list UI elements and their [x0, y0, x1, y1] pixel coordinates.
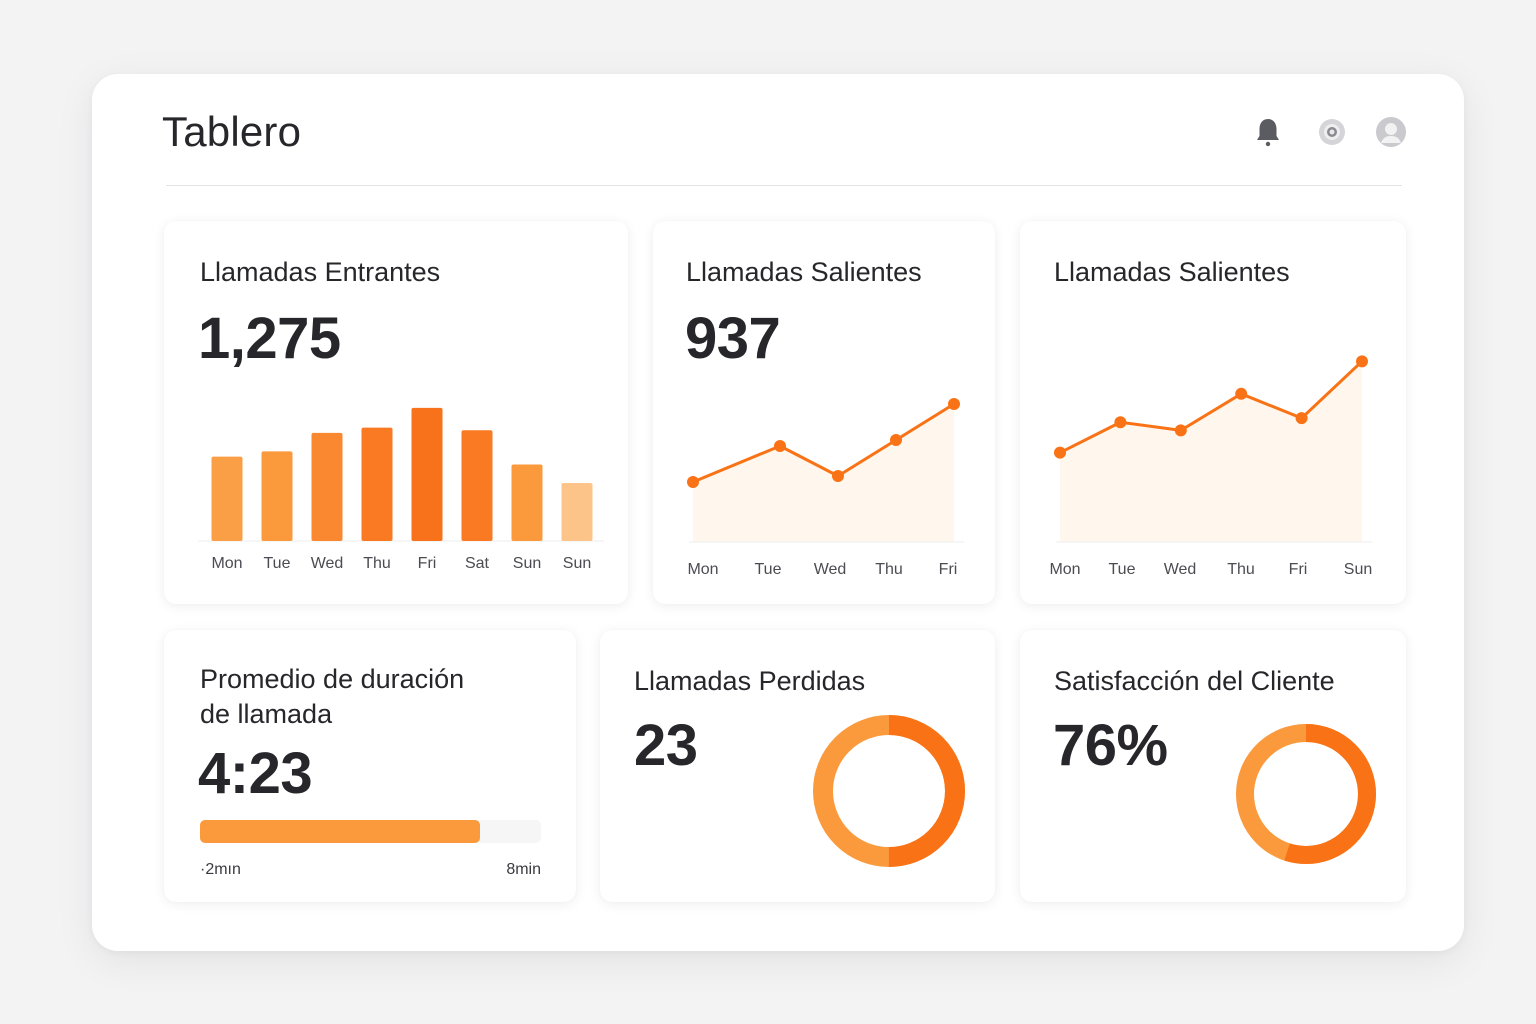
x-tick-label: Wed	[814, 561, 847, 578]
x-tick-label: Fri	[939, 561, 958, 578]
x-tick-label: Thu	[1227, 561, 1255, 578]
x-tick-label: Mon	[687, 561, 718, 578]
x-tick-label: Sun	[1344, 561, 1372, 578]
x-tick-label: Thu	[363, 555, 391, 572]
data-point	[1356, 355, 1368, 368]
duration-progress-track	[200, 820, 541, 843]
x-tick-label: Thu	[875, 561, 903, 578]
x-tick-label: Wed	[1164, 561, 1197, 578]
area-fill	[1060, 361, 1362, 542]
card-value: 937	[685, 306, 781, 371]
card-title-line2: de llamada	[200, 699, 333, 729]
data-point	[1054, 446, 1066, 459]
card-title: Llamadas Entrantes	[200, 257, 441, 287]
x-tick-label: Mon	[1049, 561, 1080, 578]
card-value: 23	[634, 713, 698, 778]
satisfaction-donut-chart	[1236, 724, 1376, 864]
card-title: Llamadas Perdidas	[634, 666, 866, 696]
bell-icon[interactable]	[1253, 116, 1283, 148]
range-max-label: 8min	[506, 861, 541, 878]
card-title-line1: Promedio de duración	[200, 664, 465, 694]
x-tick-label: Mon	[211, 555, 242, 572]
data-point	[890, 434, 902, 446]
x-tick-label: Fri	[418, 555, 437, 572]
card-title: Satisfacción del Cliente	[1054, 666, 1335, 696]
x-tick-label: Wed	[311, 555, 344, 572]
bar	[211, 456, 243, 541]
data-point	[687, 476, 699, 488]
avg-duration-card: Promedio de duración de llamada 4:23 ·2m…	[164, 630, 576, 902]
incoming-calls-card: Llamadas Entrantes 1,275 Mon Tue Wed Thu Fri…	[164, 221, 628, 604]
x-tick-label: Fri	[1289, 561, 1308, 578]
x-tick-label: Tue	[1109, 561, 1136, 578]
bar	[411, 407, 443, 541]
data-point	[1174, 424, 1187, 437]
outgoing-line-chart: Mon Tue Wed Thu Fri	[687, 398, 964, 578]
card-title: Llamadas Salientes	[1054, 257, 1290, 287]
bar	[511, 464, 543, 541]
settings-icon[interactable]	[1317, 117, 1347, 149]
donut-segment	[1236, 724, 1376, 864]
x-tick-label: Sat	[465, 555, 490, 572]
outgoing-trend-line-chart: Mon Tue Wed Thu Fri Sun	[1049, 355, 1372, 578]
data-point	[832, 470, 844, 482]
x-tick-label: Sun	[563, 555, 591, 572]
bar	[261, 451, 293, 541]
card-value: 4:23	[198, 741, 313, 806]
x-tick-label: Sun	[513, 555, 541, 572]
x-tick-label: Tue	[755, 561, 782, 578]
header-divider	[166, 185, 1402, 186]
series-line	[1059, 360, 1364, 455]
outgoing-calls-card: Llamadas Salientes 937 Mon Tue Wed Thu Fri	[653, 221, 995, 604]
data-point	[774, 440, 786, 452]
card-value: 76%	[1053, 713, 1168, 778]
bar	[311, 432, 343, 541]
card-value: 1,275	[198, 306, 341, 371]
x-tick-label: Tue	[264, 555, 291, 572]
card-title: Llamadas Salientes	[686, 257, 922, 287]
user-avatar-icon[interactable]	[1375, 116, 1406, 148]
bar	[361, 427, 393, 541]
bar	[561, 483, 593, 541]
area-fill	[693, 404, 954, 542]
duration-progress-fill	[200, 820, 480, 843]
card-title: Promedio de duración de llamada	[200, 662, 464, 732]
missed-calls-card: Llamadas Perdidas 23	[600, 630, 995, 902]
data-point	[1235, 387, 1248, 400]
incoming-bar-chart: Mon Tue Wed Thu Fri Sat Sun Sun	[198, 407, 604, 572]
data-point	[1295, 412, 1308, 425]
outgoing-trend-card: Llamadas Salientes Mon Tue Wed Thu Fri Sun	[1020, 221, 1406, 604]
missed-donut-chart	[813, 715, 965, 867]
data-point	[948, 398, 960, 410]
page-title: Tablero	[162, 108, 302, 155]
bar	[461, 430, 493, 541]
data-point	[1114, 416, 1127, 429]
satisfaction-card: Satisfacción del Cliente 76%	[1020, 630, 1406, 902]
range-min-label: ·2mın	[200, 861, 241, 878]
donut-segment	[813, 715, 965, 867]
